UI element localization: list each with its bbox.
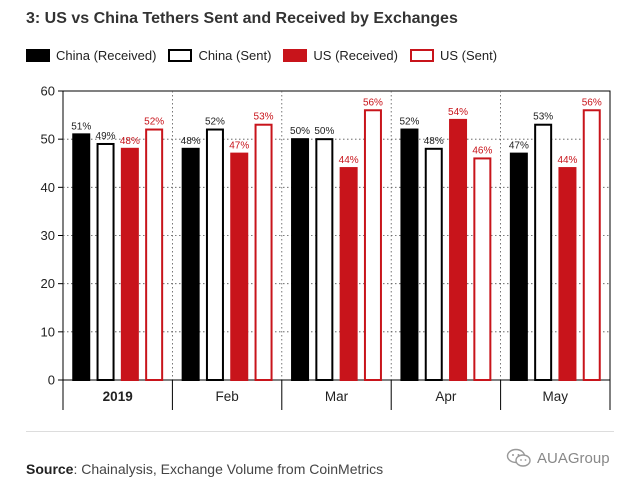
bar bbox=[582, 109, 601, 382]
y-tick-label: 50 bbox=[41, 132, 55, 147]
legend-label-china-received: China (Received) bbox=[56, 48, 157, 63]
bar bbox=[424, 147, 443, 381]
legend-label-us-sent: US (Sent) bbox=[439, 48, 498, 63]
data-label: 52% bbox=[205, 117, 225, 128]
bar bbox=[96, 142, 115, 381]
data-label: 53% bbox=[254, 112, 274, 123]
x-tick-label: May bbox=[543, 389, 569, 404]
data-label: 52% bbox=[399, 117, 419, 128]
x-tick-label: Mar bbox=[325, 389, 349, 404]
bar bbox=[400, 128, 419, 381]
data-label: 48% bbox=[424, 136, 444, 147]
legend-label-us-received: US (Received) bbox=[313, 48, 398, 63]
data-label: 50% bbox=[290, 126, 310, 137]
bar bbox=[205, 128, 224, 381]
bar bbox=[230, 152, 249, 381]
bar bbox=[449, 118, 468, 382]
watermark: AUAGroup bbox=[506, 448, 610, 468]
legend-item-us-sent: US (Sent) bbox=[409, 48, 498, 63]
bar bbox=[315, 138, 334, 381]
bar bbox=[509, 152, 528, 381]
bar bbox=[254, 123, 273, 382]
data-label: 56% bbox=[363, 97, 383, 108]
bar-chart: 0 10 20 30 40 50 60 51% 49% 48% 52% 2019 48% 52% 47% 53… bbox=[41, 84, 611, 410]
data-label: 47% bbox=[229, 141, 249, 152]
data-label: 53% bbox=[533, 112, 553, 123]
source-text: : Chainalysis, Exchange Volume from Coin… bbox=[73, 461, 384, 477]
bar bbox=[291, 138, 310, 381]
data-label: 56% bbox=[582, 97, 602, 108]
legend-item-china-received: China (Received) bbox=[26, 48, 156, 63]
legend-swatch-china-sent bbox=[168, 49, 193, 62]
y-tick-label: 40 bbox=[41, 180, 55, 195]
data-label: 46% bbox=[472, 145, 492, 156]
y-tick-label: 30 bbox=[41, 228, 55, 243]
legend-label-china-sent: China (Sent) bbox=[198, 48, 272, 63]
bar bbox=[145, 128, 164, 381]
data-label: 49% bbox=[96, 131, 116, 142]
data-label: 51% bbox=[71, 121, 91, 132]
bar bbox=[473, 157, 492, 381]
x-tick-label: Apr bbox=[435, 389, 457, 404]
chart-legend: China (Received) China (Sent) US (Receiv… bbox=[26, 48, 509, 63]
x-tick-label: Feb bbox=[215, 389, 238, 404]
data-label: 52% bbox=[144, 117, 164, 128]
bar bbox=[363, 109, 382, 382]
y-tick-label: 60 bbox=[41, 84, 55, 99]
x-tick-label: 2019 bbox=[103, 389, 133, 404]
data-label: 54% bbox=[448, 107, 468, 118]
bar bbox=[72, 133, 91, 381]
y-tick-label: 10 bbox=[41, 324, 55, 339]
chart-title: 3: US vs China Tethers Sent and Received… bbox=[26, 10, 458, 27]
watermark-text: AUAGroup bbox=[537, 449, 610, 467]
data-label: 48% bbox=[120, 136, 140, 147]
data-label: 44% bbox=[557, 155, 577, 166]
legend-swatch-china-received bbox=[26, 49, 50, 62]
bar bbox=[558, 167, 577, 381]
y-tick-label: 0 bbox=[48, 373, 55, 388]
legend-item-us-received: US (Received) bbox=[283, 48, 398, 63]
footer-divider bbox=[26, 431, 614, 432]
data-label: 50% bbox=[314, 126, 334, 137]
legend-item-china-sent: China (Sent) bbox=[168, 48, 271, 63]
data-label: 48% bbox=[181, 136, 201, 147]
source-note: Source: Chainalysis, Exchange Volume fro… bbox=[26, 461, 383, 477]
legend-swatch-us-sent bbox=[409, 49, 434, 62]
data-label: 44% bbox=[339, 155, 359, 166]
source-label: Source bbox=[26, 461, 74, 477]
y-tick-label: 20 bbox=[41, 276, 55, 291]
bar bbox=[534, 123, 553, 382]
bar bbox=[120, 147, 139, 381]
wechat-icon bbox=[506, 448, 531, 467]
bar bbox=[339, 167, 358, 381]
data-label: 47% bbox=[509, 141, 529, 152]
bar bbox=[181, 147, 200, 381]
legend-swatch-us-received bbox=[283, 49, 308, 62]
